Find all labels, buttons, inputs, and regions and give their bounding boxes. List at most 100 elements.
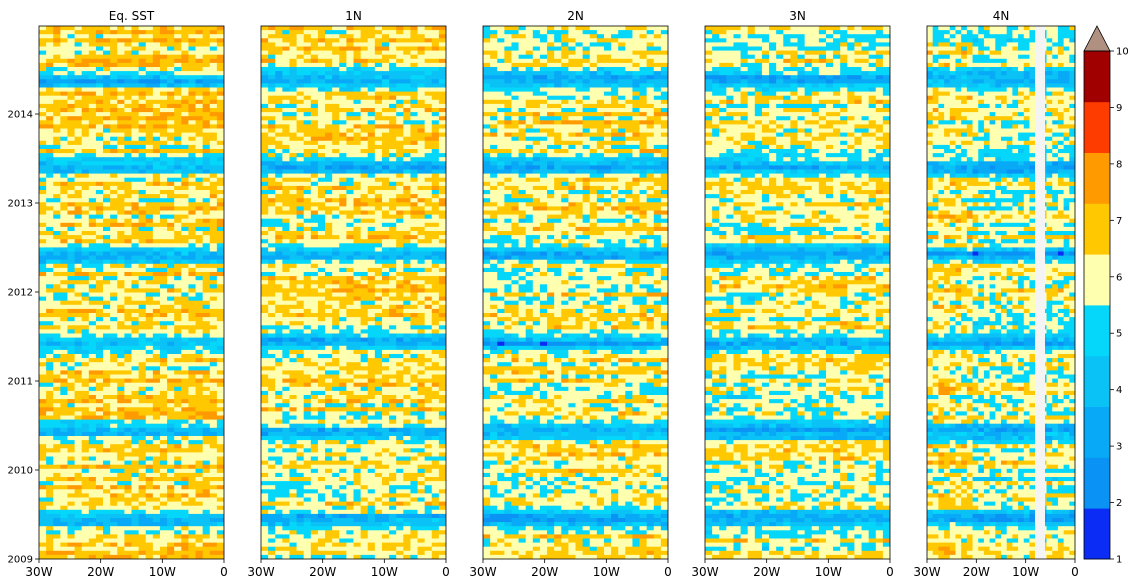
heatmap-cell (317, 132, 326, 138)
heatmap-cell (60, 144, 69, 150)
heatmap-cell (39, 366, 47, 371)
heatmap-cell (275, 272, 283, 277)
heatmap-cell (310, 75, 319, 80)
heatmap-cell (374, 46, 383, 52)
heatmap-cell (131, 436, 140, 441)
heatmap-cell (117, 378, 125, 384)
heatmap-cell (138, 71, 147, 76)
heatmap-cell (424, 103, 433, 109)
heatmap-cell (431, 67, 440, 72)
heatmap-cell (159, 280, 168, 285)
heatmap-cell (88, 411, 97, 417)
heatmap-cell (202, 399, 211, 404)
heatmap-cell (81, 489, 90, 494)
heatmap-cell (74, 87, 83, 93)
heatmap-cell (209, 464, 218, 470)
heatmap-cell (60, 358, 69, 363)
heatmap-cell (117, 75, 125, 80)
heatmap-cell (310, 95, 319, 101)
heatmap-cell (110, 136, 118, 142)
heatmap-cell (81, 538, 90, 544)
heatmap-cell (53, 481, 61, 486)
heatmap-cell (167, 255, 175, 261)
heatmap-cell (417, 62, 426, 68)
heatmap-cell (261, 222, 269, 228)
heatmap-cell (261, 42, 269, 48)
heatmap-cell (303, 83, 312, 89)
heatmap-cell (60, 481, 69, 486)
heatmap-cell (403, 218, 412, 224)
heatmap-cell (53, 218, 61, 224)
heatmap-cell (195, 95, 204, 101)
heatmap-cell (202, 489, 211, 494)
heatmap-cell (159, 378, 168, 384)
heatmap-cell (167, 34, 175, 39)
heatmap-cell (202, 477, 211, 482)
heatmap-cell (381, 185, 390, 191)
heatmap-cell (39, 226, 47, 232)
heatmap-cell (275, 214, 283, 220)
heatmap-cell (310, 202, 319, 207)
heatmap-cell (360, 231, 369, 236)
heatmap-cell (275, 132, 283, 138)
heatmap-cell (367, 226, 376, 232)
heatmap-cell (181, 497, 190, 503)
heatmap-cell (174, 534, 182, 540)
heatmap-cell (124, 419, 133, 425)
heatmap-cell (74, 542, 83, 548)
heatmap-cell (53, 489, 61, 494)
heatmap-cell (332, 95, 340, 101)
heatmap-cell (46, 284, 54, 289)
heatmap-cell (117, 239, 125, 244)
heatmap-cell (296, 190, 305, 195)
heatmap-cell (417, 235, 426, 240)
heatmap-cell (310, 210, 319, 216)
heatmap-cell (275, 198, 283, 203)
heatmap-cell (131, 481, 140, 486)
heatmap-cell (53, 337, 61, 343)
heatmap-cell (202, 71, 211, 76)
heatmap-cell (117, 231, 125, 236)
heatmap-cell (53, 485, 61, 490)
heatmap-cell (216, 444, 224, 449)
heatmap-cell (195, 460, 204, 466)
heatmap-cell (88, 132, 97, 138)
heatmap-cell (110, 169, 118, 175)
heatmap-cell (209, 50, 218, 56)
heatmap-cell (152, 120, 161, 125)
heatmap-cell (138, 321, 147, 326)
heatmap-cell (424, 136, 433, 142)
heatmap-cell (152, 464, 161, 470)
heatmap-cell (209, 497, 218, 503)
heatmap-cell (174, 538, 182, 544)
heatmap-cell (296, 87, 305, 93)
heatmap-cell (124, 370, 133, 376)
heatmap-cell (209, 34, 218, 39)
heatmap-cell (81, 91, 90, 97)
heatmap-cell (360, 128, 369, 134)
heatmap-cell (74, 181, 83, 187)
heatmap-cell (339, 153, 347, 158)
heatmap-cell (152, 75, 161, 80)
heatmap-cell (216, 395, 224, 400)
heatmap-cell (81, 554, 90, 559)
heatmap-cell (346, 272, 355, 277)
heatmap-cell (81, 440, 90, 445)
heatmap-cell (188, 366, 197, 371)
heatmap-cell (167, 542, 175, 548)
heatmap-cell (39, 267, 47, 273)
heatmap-cell (389, 185, 397, 191)
heatmap-cell (268, 247, 276, 253)
heatmap-cell (216, 366, 224, 371)
heatmap-cell (275, 222, 283, 228)
heatmap-cell (410, 235, 419, 240)
heatmap-cell (310, 46, 319, 52)
heatmap-cell (138, 239, 147, 244)
heatmap-cell (67, 67, 76, 72)
heatmap-cell (209, 468, 218, 474)
heatmap-cell (188, 91, 197, 97)
heatmap-cell (159, 272, 168, 277)
heatmap-cell (209, 280, 218, 285)
heatmap-cell (332, 263, 340, 269)
heatmap-cell (152, 144, 161, 150)
